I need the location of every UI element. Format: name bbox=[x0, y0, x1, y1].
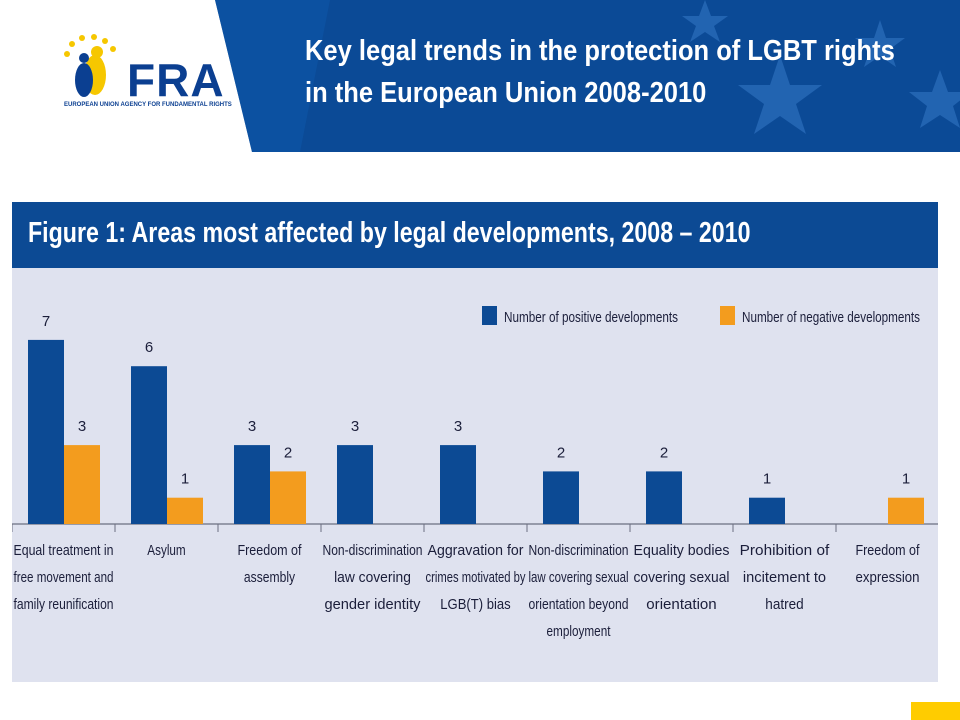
x-tick-label: Equality bodies covering sexual orientatio… bbox=[634, 543, 730, 613]
legend-swatch bbox=[720, 306, 735, 325]
x-tick-label: Equal treatment in free movement and famil… bbox=[14, 543, 114, 613]
banner-graphic bbox=[0, 0, 960, 152]
data-label: 2 bbox=[557, 444, 565, 461]
x-tick-label: Non-discrimination law covering gender ide… bbox=[323, 543, 423, 613]
data-label: 1 bbox=[181, 471, 189, 488]
bar-negative bbox=[888, 497, 924, 524]
bar-negative bbox=[270, 471, 306, 524]
bar-negative bbox=[167, 497, 203, 524]
figure-panel: Figure 1: Areas most affected by legal d… bbox=[12, 202, 938, 682]
bar-positive bbox=[543, 471, 579, 524]
slide-title-line-2: in the European Union 2008-2010 bbox=[305, 77, 707, 109]
x-tick-label: Non-discrimination law covering sexual ori… bbox=[529, 543, 629, 640]
bar-positive bbox=[28, 339, 64, 524]
bar-positive bbox=[440, 445, 476, 524]
decor-star-icon bbox=[682, 0, 960, 134]
slide-title-line-1: Key legal trends in the protection of LG… bbox=[305, 35, 895, 67]
data-label: 1 bbox=[763, 471, 771, 488]
fra-logo-text: FRA bbox=[127, 54, 225, 106]
bar-positive bbox=[131, 366, 167, 524]
fra-logo-icon bbox=[64, 34, 116, 97]
slide-title: Key legal trends in the protection of LG… bbox=[305, 30, 895, 114]
fra-logo-subtitle: EUROPEAN UNION AGENCY FOR FUNDAMENTAL RI… bbox=[64, 102, 232, 108]
x-tick-label: Freedom of expression bbox=[856, 543, 921, 586]
x-tick-label: Aggravation for crimes motivated by LGB(T)… bbox=[426, 543, 527, 613]
data-label: 2 bbox=[660, 444, 668, 461]
data-label: 1 bbox=[902, 471, 910, 488]
header-banner: FRA EUROPEAN UNION AGENCY FOR FUNDAMENTA… bbox=[0, 0, 960, 152]
data-label: 3 bbox=[351, 418, 359, 435]
data-label: 6 bbox=[145, 339, 153, 356]
legend-label: Number of negative developments bbox=[742, 309, 920, 326]
corner-accent bbox=[911, 702, 960, 720]
x-tick-label: Asylum bbox=[147, 543, 185, 559]
data-label: 7 bbox=[42, 313, 50, 330]
bar-chart: 7 3 Equal treatment in free movement and fam… bbox=[12, 306, 938, 640]
bar-negative bbox=[64, 445, 100, 524]
data-label: 2 bbox=[284, 444, 292, 461]
figure-title: Figure 1: Areas most affected by legal d… bbox=[28, 217, 751, 249]
bar-positive bbox=[646, 471, 682, 524]
x-tick-label: Prohibition of incitement to hatred bbox=[740, 543, 831, 613]
bar-positive bbox=[337, 445, 373, 524]
figure-header: Figure 1: Areas most affected by legal d… bbox=[12, 202, 938, 268]
data-label: 3 bbox=[78, 418, 86, 435]
bar-positive bbox=[234, 445, 270, 524]
x-tick-label: Freedom of assembly bbox=[238, 543, 303, 586]
legend-swatch bbox=[482, 306, 497, 325]
bar-positive bbox=[749, 497, 785, 524]
legend-label: Number of positive developments bbox=[504, 309, 678, 326]
data-label: 3 bbox=[248, 418, 256, 435]
data-label: 3 bbox=[454, 418, 462, 435]
